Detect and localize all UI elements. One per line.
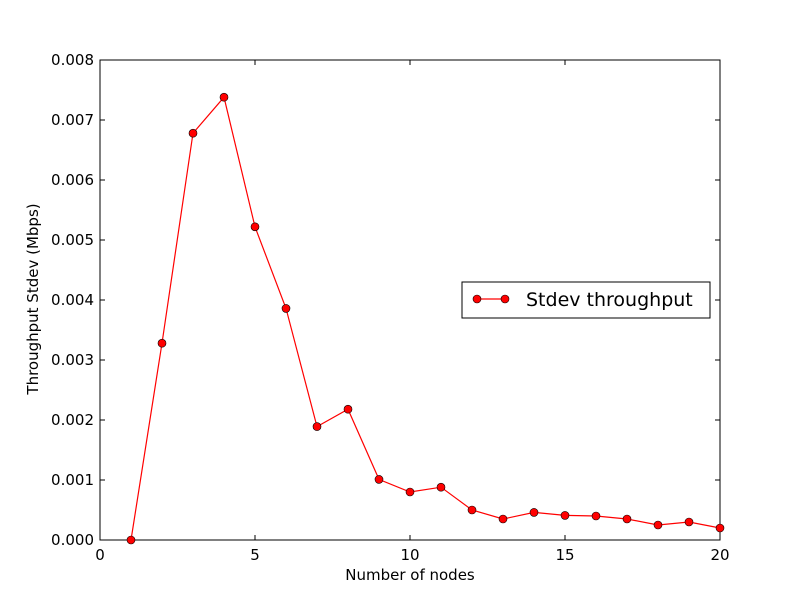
data-point: [467, 505, 477, 515]
data-point: [684, 517, 694, 527]
y-tick-label: 0.004: [51, 291, 94, 309]
y-tick-label: 0.006: [51, 171, 94, 189]
x-tick-label: 20: [710, 546, 729, 564]
data-point: [622, 514, 632, 524]
data-point: [560, 511, 570, 520]
labels-layer: Number of nodes Throughput Stdev (Mbps): [24, 203, 475, 584]
data-point: [250, 222, 260, 232]
y-tick-label: 0.005: [51, 231, 94, 249]
y-tick-label: 0.000: [51, 531, 94, 549]
data-point: [405, 487, 415, 497]
y-tick-label: 0.001: [51, 471, 94, 489]
legend-label: Stdev throughput: [526, 289, 693, 311]
data-point: [281, 304, 291, 313]
data-point: [188, 128, 198, 138]
series-layer: [126, 92, 725, 545]
y-tick-label: 0.003: [51, 351, 94, 369]
data-point: [343, 404, 353, 414]
data-point: [157, 338, 167, 348]
x-tick-label: 10: [400, 546, 419, 564]
data-point: [591, 511, 601, 521]
y-tick-label: 0.007: [51, 111, 94, 129]
axes-layer: 0 5 10 15 20 0.000 0.001 0.002 0.003 0.004 0.005 0.…: [51, 51, 730, 564]
legend-marker: [472, 294, 482, 304]
data-point: [529, 508, 539, 517]
x-axis-label: Number of nodes: [345, 566, 475, 584]
data-point: [498, 514, 508, 524]
x-tick-label: 0: [95, 546, 105, 564]
x-tick-label: 5: [250, 546, 260, 564]
data-point: [715, 523, 725, 533]
y-axis-label: Throughput Stdev (Mbps): [24, 203, 42, 395]
y-tick-label: 0.008: [51, 51, 94, 69]
series-line: [130, 95, 721, 541]
legend-marker: [500, 294, 510, 304]
data-point: [653, 520, 663, 530]
legend: Stdev throughput: [461, 281, 711, 319]
data-point: [374, 475, 384, 484]
data-point: [219, 92, 229, 102]
data-point: [436, 482, 446, 492]
data-point: [126, 535, 136, 545]
x-tick-label: 15: [555, 546, 574, 564]
data-point: [312, 422, 322, 431]
y-tick-label: 0.002: [51, 411, 94, 429]
